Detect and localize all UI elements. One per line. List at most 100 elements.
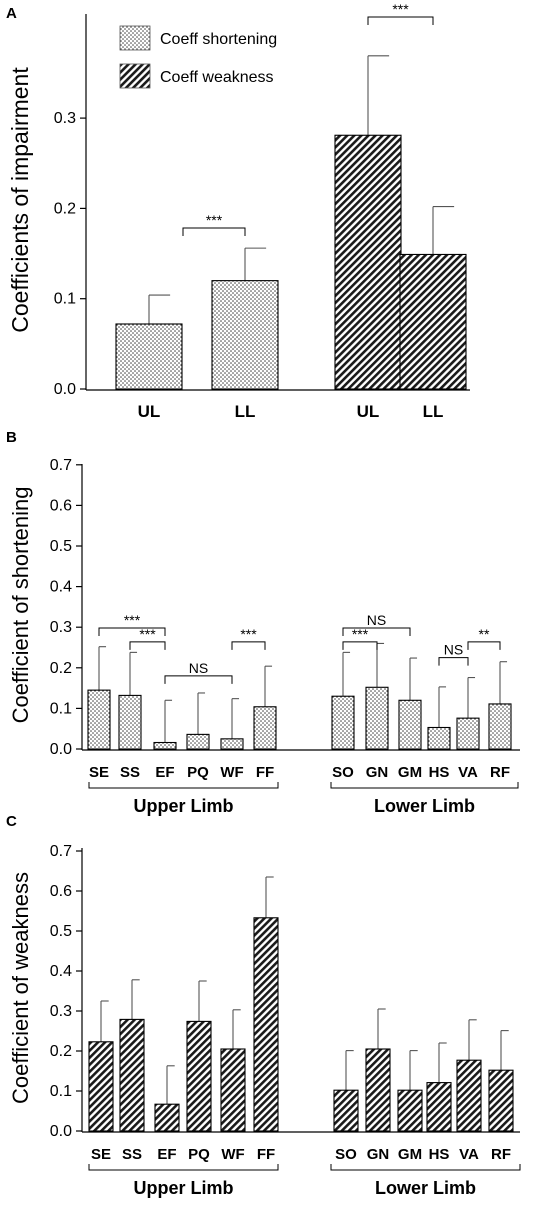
y-tick-label: 0.1 (54, 291, 76, 308)
significance-bracket (438, 657, 469, 666)
category-label-se: SE (91, 1146, 111, 1163)
category-label-rf: RF (491, 1146, 511, 1163)
significance-label: *** (124, 612, 141, 628)
significance-label: *** (392, 1, 409, 17)
significance-label: NS (189, 660, 208, 676)
significance-bracket (129, 641, 166, 650)
significance-label: NS (444, 642, 463, 658)
y-tick-label: 0.7 (50, 843, 72, 860)
group-bracket (88, 782, 279, 789)
significance-label: ** (479, 626, 490, 642)
bar-se (88, 1041, 114, 1132)
panel-letter-b: B (6, 429, 17, 446)
legend-swatch (119, 63, 151, 89)
y-axis-label: Coefficient of weakness (8, 872, 33, 1104)
category-label-hs: HS (429, 1146, 450, 1163)
category-label-so: SO (332, 764, 354, 781)
bar-ul (334, 134, 402, 390)
significance-bracket (367, 16, 434, 25)
y-tick-label: 0.4 (50, 579, 72, 596)
panel-a: A 0.0 0.1 0.2 0.3 Coefficients of impairment U… (6, 1, 470, 421)
category-label-wf: WF (221, 1146, 244, 1163)
bar-ul (115, 323, 183, 390)
bar-gn (365, 686, 389, 750)
bar-hs (427, 726, 451, 750)
group-bracket (88, 1164, 279, 1171)
bar-wf (220, 738, 244, 750)
group-label-upper-limb: Upper Limb (133, 796, 233, 816)
category-label-gm: GM (398, 764, 422, 781)
significance-bracket (164, 675, 233, 684)
y-tick-label: 0.4 (50, 963, 72, 980)
significance-bracket (98, 627, 166, 637)
significance-bracket (231, 641, 266, 650)
panel-letter-a: A (6, 5, 17, 22)
category-label-ff: FF (256, 764, 274, 781)
significance-label: *** (240, 626, 257, 642)
group-label-lower-limb: Lower Limb (374, 796, 475, 816)
y-tick-label: 0.2 (50, 660, 72, 677)
bar-so (333, 1089, 359, 1132)
panel-c: C 0.0 0.1 0.2 0.3 0.4 0.5 0.6 0.7 Coefficient of … (6, 813, 521, 1198)
bar-gm (397, 1089, 423, 1132)
bar-gm (398, 699, 422, 750)
y-axis-label: Coefficient of shortening (8, 487, 33, 724)
y-tick-label: 0.3 (50, 1003, 72, 1020)
bar-hs (426, 1082, 452, 1132)
bar-ss (118, 694, 142, 750)
category-label-gn: GN (366, 764, 389, 781)
category-label-ll: LL (235, 402, 256, 421)
legend-swatch (119, 25, 151, 51)
category-label-pq: PQ (188, 1146, 210, 1163)
significance-label: *** (206, 212, 223, 228)
category-label-ss: SS (122, 1146, 142, 1163)
panel-b: B 0.0 0.1 0.2 0.3 0.4 0.5 0.6 0.7 Coefficient of … (6, 429, 520, 816)
group-bracket (330, 782, 519, 789)
significance-label: *** (352, 626, 369, 642)
bar-ef (153, 741, 177, 750)
legend-label: Coeff weakness (160, 69, 274, 86)
category-label-rf: RF (490, 764, 510, 781)
category-label-ul: UL (138, 402, 161, 421)
category-label-so: SO (335, 1146, 357, 1163)
significance-bracket (342, 641, 378, 650)
y-tick-label: 0.1 (50, 700, 72, 717)
bar-so (331, 695, 355, 750)
significance-bracket (342, 627, 411, 637)
y-tick-label: 0.0 (54, 381, 76, 398)
y-tick-label: 0.5 (50, 538, 72, 555)
group-label-upper-limb: Upper Limb (133, 1178, 233, 1198)
group-label-lower-limb: Lower Limb (375, 1178, 476, 1198)
bar-va (456, 717, 480, 750)
y-tick-label: 0.6 (50, 497, 72, 514)
y-axis-label: Coefficients of impairment (7, 67, 33, 333)
bar-ss (119, 1018, 145, 1132)
category-label-hs: HS (429, 764, 450, 781)
category-label-se: SE (89, 764, 109, 781)
y-tick-label: 0.0 (50, 741, 72, 758)
category-label-gm: GM (398, 1146, 422, 1163)
bar-ff (253, 917, 279, 1132)
category-label-ef: EF (155, 764, 174, 781)
category-label-ff: FF (257, 1146, 275, 1163)
bar-rf (488, 703, 512, 750)
category-label-va: VA (459, 1146, 479, 1163)
y-tick-label: 0.2 (54, 200, 76, 217)
bar-pq (186, 1020, 212, 1132)
bar-gn (365, 1048, 391, 1132)
group-bracket (330, 1164, 521, 1171)
category-label-wf: WF (220, 764, 243, 781)
bar-ll (399, 253, 467, 390)
y-tick-label: 0.2 (50, 1043, 72, 1060)
bar-ff (253, 706, 277, 750)
category-label-va: VA (458, 764, 478, 781)
y-tick-label: 0.0 (50, 1123, 72, 1140)
significance-bracket (467, 641, 501, 650)
y-tick-label: 0.5 (50, 923, 72, 940)
y-tick-label: 0.7 (50, 457, 72, 474)
significance-label: *** (139, 626, 156, 642)
bar-ef (154, 1103, 180, 1132)
y-tick-label: 0.1 (50, 1083, 72, 1100)
category-label-ul: UL (357, 402, 380, 421)
